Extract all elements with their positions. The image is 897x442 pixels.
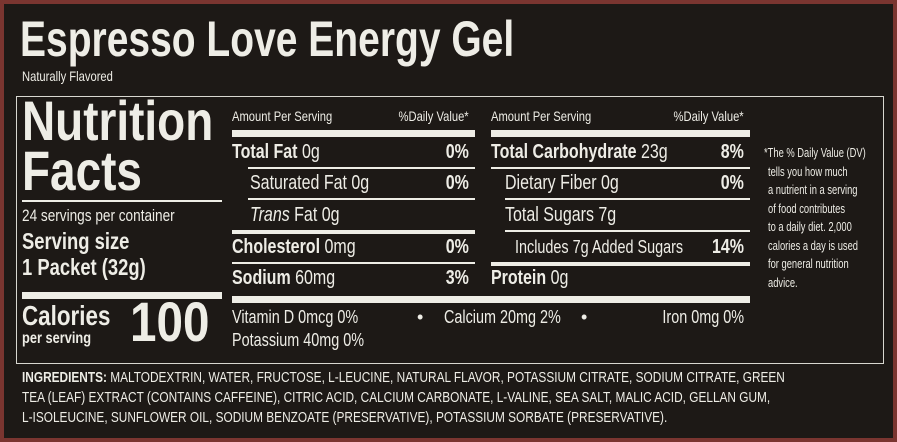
divider xyxy=(505,230,750,232)
divider xyxy=(248,198,475,200)
subtitle: Naturally Flavored xyxy=(22,68,113,84)
row-trans-fat: Trans Fat 0g xyxy=(250,204,340,226)
serving-size: Serving size 1 Packet (32g) xyxy=(22,228,146,280)
amount-header: Amount Per Serving xyxy=(232,108,333,124)
divider xyxy=(232,296,750,303)
calories-per-serving: per serving xyxy=(22,330,92,347)
divider xyxy=(232,262,475,264)
dv-footnote: *The % Daily Value (DV) tells you how mu… xyxy=(764,145,866,290)
dv-total-fat: 0% xyxy=(445,141,469,163)
row-protein: Protein 0g xyxy=(491,267,569,289)
vitamin-d: Vitamin D 0mcg 0% xyxy=(232,307,359,327)
row-total-fat: Total Fat 0g xyxy=(232,141,320,163)
row-added-sugars: Includes 7g Added Sugars xyxy=(515,237,684,257)
facts-box xyxy=(16,96,884,364)
dv-sodium: 3% xyxy=(445,267,469,289)
potassium: Potassium 40mg 0% xyxy=(232,330,365,350)
row-sodium: Sodium 60mg xyxy=(232,267,336,289)
row-saturated-fat: Saturated Fat 0g xyxy=(250,172,370,194)
divider xyxy=(505,198,750,200)
dv-added-sugars: 14% xyxy=(711,236,744,258)
row-total-carbohydrate: Total Carbohydrate 23g xyxy=(491,141,668,163)
divider xyxy=(22,292,222,299)
calcium: Calcium 20mg 2% xyxy=(444,307,561,327)
dv-cholesterol: 0% xyxy=(445,236,469,258)
bullet: • xyxy=(581,307,588,327)
bullet: • xyxy=(417,307,424,327)
divider xyxy=(491,167,750,169)
dv-dietary-fiber: 0% xyxy=(720,172,744,194)
divider xyxy=(232,130,475,137)
nutrition-facts-heading: Nutrition Facts xyxy=(22,89,214,202)
dv-header: %Daily Value* xyxy=(398,108,469,124)
dv-header: %Daily Value* xyxy=(673,108,744,124)
amount-header: Amount Per Serving xyxy=(491,108,592,124)
divider xyxy=(491,130,750,137)
product-title: Espresso Love Energy Gel xyxy=(20,11,515,67)
divider xyxy=(248,167,475,169)
row-total-sugars: Total Sugars 7g xyxy=(505,204,617,226)
row-cholesterol: Cholesterol 0mg xyxy=(232,236,356,258)
ingredients: INGREDIENTS: MALTODEXTRIN, WATER, FRUCTO… xyxy=(22,369,785,426)
dv-saturated-fat: 0% xyxy=(445,172,469,194)
divider xyxy=(22,200,222,202)
dv-total-carbohydrate: 8% xyxy=(720,141,744,163)
calories-label: Calories xyxy=(22,300,111,331)
nutrition-label: Espresso Love Energy Gel Naturally Flavo… xyxy=(4,4,893,438)
servings-per-container: 24 servings per container xyxy=(22,206,175,225)
iron: Iron 0mg 0% xyxy=(662,307,744,327)
divider xyxy=(491,262,750,266)
calories-value: 100 xyxy=(130,290,210,353)
row-dietary-fiber: Dietary Fiber 0g xyxy=(505,172,619,194)
divider xyxy=(232,230,475,234)
